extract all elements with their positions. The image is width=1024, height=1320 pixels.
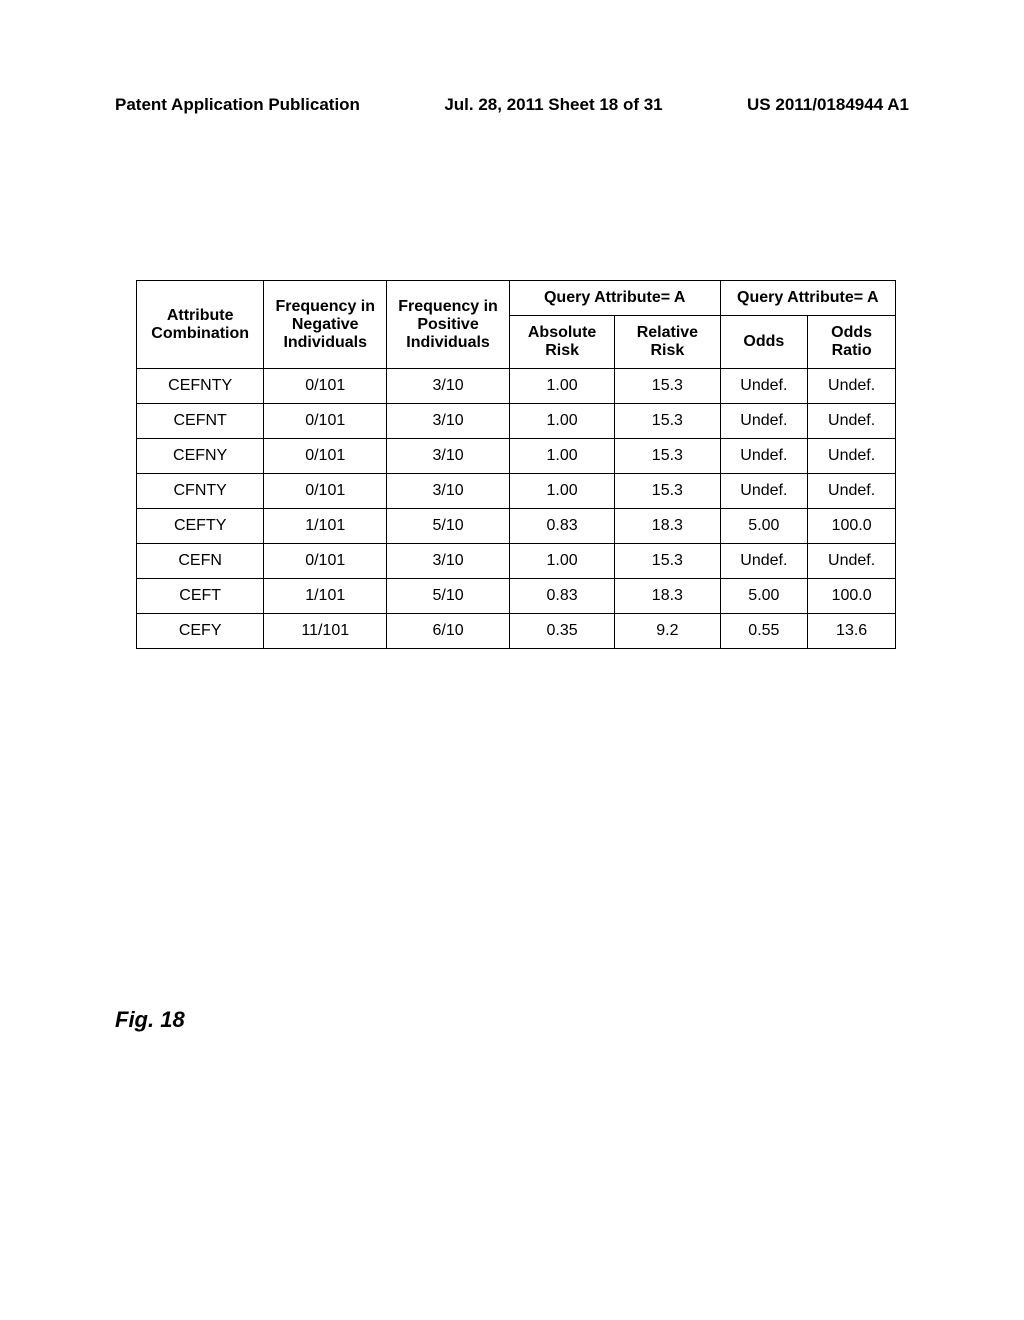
col-header-query-a2: Query Attribute= A: [720, 281, 895, 316]
cell-freq-positive: 3/10: [387, 474, 510, 509]
cell-freq-negative: 0/101: [264, 544, 387, 579]
cell-freq-positive: 3/10: [387, 544, 510, 579]
cell-freq-negative: 1/101: [264, 579, 387, 614]
cell-attribute: CFNTY: [137, 474, 264, 509]
table-row: CEFNTY0/1013/101.0015.3Undef.Undef.: [137, 369, 896, 404]
col-header-odds-ratio: Odds Ratio: [808, 316, 896, 369]
table-row: CEFNT0/1013/101.0015.3Undef.Undef.: [137, 404, 896, 439]
table-row: CEFTY1/1015/100.8318.35.00100.0: [137, 509, 896, 544]
cell-odds-ratio: Undef.: [808, 439, 896, 474]
cell-odds-ratio: Undef.: [808, 404, 896, 439]
cell-relative-risk: 15.3: [615, 439, 720, 474]
cell-odds: Undef.: [720, 439, 808, 474]
cell-freq-positive: 3/10: [387, 404, 510, 439]
cell-attribute: CEFNT: [137, 404, 264, 439]
cell-freq-positive: 3/10: [387, 439, 510, 474]
table-row: CEFNY0/1013/101.0015.3Undef.Undef.: [137, 439, 896, 474]
cell-attribute: CEFTY: [137, 509, 264, 544]
cell-attribute: CEFNY: [137, 439, 264, 474]
cell-attribute: CEFN: [137, 544, 264, 579]
cell-odds-ratio: Undef.: [808, 369, 896, 404]
cell-odds-ratio: Undef.: [808, 544, 896, 579]
cell-absolute-risk: 1.00: [509, 404, 614, 439]
cell-odds: 5.00: [720, 579, 808, 614]
cell-odds-ratio: 100.0: [808, 579, 896, 614]
cell-odds: 5.00: [720, 509, 808, 544]
cell-odds: Undef.: [720, 544, 808, 579]
cell-odds: Undef.: [720, 369, 808, 404]
cell-freq-positive: 5/10: [387, 579, 510, 614]
data-table: Attribute Combination Frequency in Negat…: [136, 280, 896, 649]
header-left: Patent Application Publication: [115, 95, 360, 115]
col-header-odds: Odds: [720, 316, 808, 369]
cell-absolute-risk: 1.00: [509, 474, 614, 509]
cell-relative-risk: 18.3: [615, 509, 720, 544]
page-header: Patent Application Publication Jul. 28, …: [0, 95, 1024, 115]
cell-odds-ratio: Undef.: [808, 474, 896, 509]
cell-absolute-risk: 1.00: [509, 544, 614, 579]
cell-absolute-risk: 0.83: [509, 509, 614, 544]
cell-freq-positive: 3/10: [387, 369, 510, 404]
cell-attribute: CEFT: [137, 579, 264, 614]
cell-freq-positive: 5/10: [387, 509, 510, 544]
cell-absolute-risk: 1.00: [509, 439, 614, 474]
col-header-relative-risk: Relative Risk: [615, 316, 720, 369]
col-header-absolute-risk: Absolute Risk: [509, 316, 614, 369]
table-body: CEFNTY0/1013/101.0015.3Undef.Undef.CEFNT…: [137, 369, 896, 649]
col-header-query-a1: Query Attribute= A: [509, 281, 720, 316]
cell-absolute-risk: 0.83: [509, 579, 614, 614]
cell-attribute: CEFY: [137, 614, 264, 649]
cell-odds: Undef.: [720, 474, 808, 509]
cell-absolute-risk: 0.35: [509, 614, 614, 649]
cell-relative-risk: 15.3: [615, 544, 720, 579]
cell-relative-risk: 18.3: [615, 579, 720, 614]
cell-odds-ratio: 100.0: [808, 509, 896, 544]
table-row: CEFN0/1013/101.0015.3Undef.Undef.: [137, 544, 896, 579]
cell-freq-negative: 0/101: [264, 474, 387, 509]
cell-freq-negative: 1/101: [264, 509, 387, 544]
figure-label: Fig. 18: [115, 1007, 185, 1033]
cell-relative-risk: 15.3: [615, 369, 720, 404]
cell-odds: Undef.: [720, 404, 808, 439]
table-row: CEFT1/1015/100.8318.35.00100.0: [137, 579, 896, 614]
cell-absolute-risk: 1.00: [509, 369, 614, 404]
col-header-attribute: Attribute Combination: [137, 281, 264, 369]
cell-freq-negative: 0/101: [264, 369, 387, 404]
cell-relative-risk: 9.2: [615, 614, 720, 649]
header-center: Jul. 28, 2011 Sheet 18 of 31: [444, 95, 662, 115]
cell-freq-positive: 6/10: [387, 614, 510, 649]
col-header-freq-positive: Frequency in Positive Individuals: [387, 281, 510, 369]
table-row: CEFY11/1016/100.359.20.5513.6: [137, 614, 896, 649]
cell-relative-risk: 15.3: [615, 474, 720, 509]
cell-freq-negative: 0/101: [264, 404, 387, 439]
cell-relative-risk: 15.3: [615, 404, 720, 439]
cell-odds-ratio: 13.6: [808, 614, 896, 649]
cell-freq-negative: 0/101: [264, 439, 387, 474]
col-header-freq-negative: Frequency in Negative Individuals: [264, 281, 387, 369]
cell-freq-negative: 11/101: [264, 614, 387, 649]
table-row: CFNTY0/1013/101.0015.3Undef.Undef.: [137, 474, 896, 509]
cell-odds: 0.55: [720, 614, 808, 649]
data-table-container: Attribute Combination Frequency in Negat…: [136, 280, 896, 649]
table-header-row-1: Attribute Combination Frequency in Negat…: [137, 281, 896, 316]
cell-attribute: CEFNTY: [137, 369, 264, 404]
header-right: US 2011/0184944 A1: [747, 95, 909, 115]
